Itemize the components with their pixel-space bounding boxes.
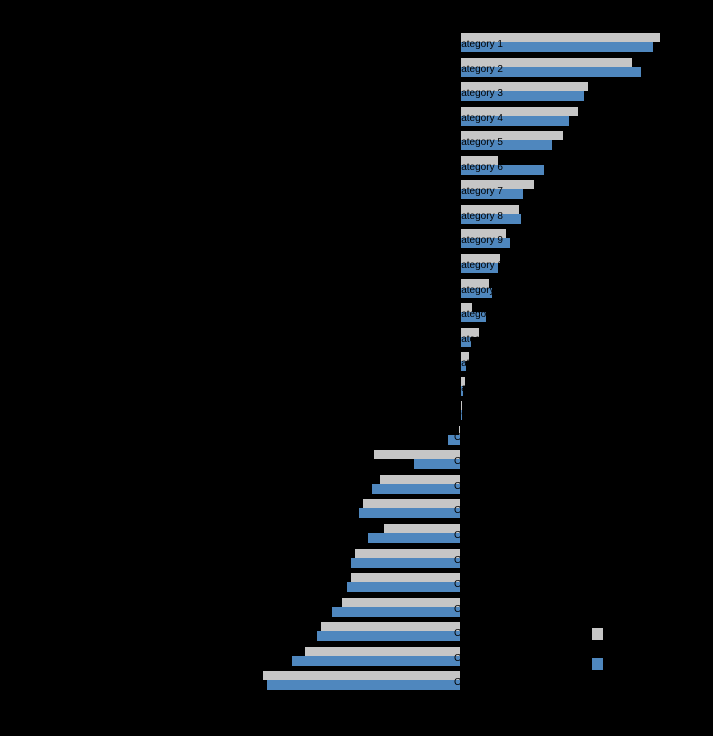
bar-row: Category 16 xyxy=(0,401,713,421)
bar-row: Category 11 xyxy=(0,278,713,298)
bar-series-1 xyxy=(355,548,460,558)
bar-series-2 xyxy=(460,213,521,224)
bar-row: Category 10 xyxy=(0,253,713,273)
bar-series-2 xyxy=(460,262,498,273)
bar-series-2 xyxy=(460,385,464,396)
bar-series-1 xyxy=(460,82,589,92)
bar-series-1 xyxy=(460,253,500,263)
bar-series-2 xyxy=(448,434,460,445)
bar-series-1 xyxy=(460,278,490,288)
bar-series-2 xyxy=(359,508,460,519)
bar-series-1 xyxy=(363,499,460,509)
bar-row: Category 12 xyxy=(0,303,713,323)
bar-row: Category 5 xyxy=(0,131,713,151)
bar-row: Category 22 xyxy=(0,548,713,568)
legend-swatch-icon xyxy=(592,658,603,670)
bar-row: Category 13 xyxy=(0,327,713,347)
bar-row: Category 1 xyxy=(0,33,713,52)
bar-row: Category 2 xyxy=(0,57,713,77)
bar-series-1 xyxy=(460,303,472,313)
bar-series-1 xyxy=(460,327,479,337)
bar-series-2 xyxy=(460,312,487,323)
bar-series-2 xyxy=(350,557,460,568)
bar-series-2 xyxy=(460,336,471,347)
legend-label: Series 2 xyxy=(610,657,647,668)
bar-series-2 xyxy=(460,140,553,151)
bar-series-2 xyxy=(460,91,584,102)
bar-row: Category 25 xyxy=(0,622,713,642)
bar-row: Category 23 xyxy=(0,573,713,593)
bar-series-1 xyxy=(342,597,460,607)
bar-series-2 xyxy=(346,582,460,593)
bar-series-1 xyxy=(460,180,534,190)
bar-series-2 xyxy=(413,459,460,470)
bar-row: Category 15 xyxy=(0,376,713,396)
bar-series-2 xyxy=(266,680,460,691)
bar-series-1 xyxy=(460,106,578,116)
bar-series-1 xyxy=(460,155,498,165)
bar-series-2 xyxy=(331,606,460,617)
bar-series-1 xyxy=(321,622,460,632)
legend-label: Series 1 xyxy=(610,627,647,638)
bar-series-2 xyxy=(460,164,544,175)
bar-series-1 xyxy=(262,671,460,681)
bar-series-1 xyxy=(350,573,460,583)
bar-row: Category 18 xyxy=(0,450,713,470)
bar-series-2 xyxy=(367,533,460,543)
bar-row: Category 6 xyxy=(0,155,713,175)
bar-series-1 xyxy=(460,57,633,67)
bar-series-2 xyxy=(460,287,492,298)
chart-legend: Series 1 Series 2 xyxy=(592,627,710,680)
bar-series-1 xyxy=(380,474,460,484)
bar-row: Category 17 xyxy=(0,425,713,445)
bar-series-1 xyxy=(460,229,507,239)
legend-swatch-icon xyxy=(592,628,603,640)
bar-series-1 xyxy=(460,376,465,386)
bar-row: Category 27 xyxy=(0,671,713,691)
bar-series-1 xyxy=(458,425,460,435)
bar-row: Category 19 xyxy=(0,474,713,494)
bar-series-2 xyxy=(292,655,460,666)
bar-series-1 xyxy=(460,204,519,214)
bar-series-1 xyxy=(304,646,460,656)
bar-series-1 xyxy=(460,131,563,141)
bar-row: Category 4 xyxy=(0,106,713,126)
bar-row: Category 20 xyxy=(0,499,713,519)
bar-series-1 xyxy=(460,33,660,42)
bar-row: Category 9 xyxy=(0,229,713,249)
bar-series-2 xyxy=(371,483,460,494)
bar-series-2 xyxy=(460,66,641,77)
bar-series-1 xyxy=(373,450,460,460)
bar-row: Category 8 xyxy=(0,204,713,224)
bar-series-1 xyxy=(460,352,470,362)
bar-series-2 xyxy=(460,42,654,52)
bar-series-2 xyxy=(460,238,511,249)
bar-series-2 xyxy=(460,410,463,421)
bar-row: Category 24 xyxy=(0,597,713,617)
bar-series-2 xyxy=(317,631,460,642)
bar-row: Category 21 xyxy=(0,524,713,543)
zero-axis-line xyxy=(460,22,461,694)
bar-series-1 xyxy=(384,524,460,533)
bar-row: Category 14 xyxy=(0,352,713,372)
bar-series-2 xyxy=(460,189,523,200)
bar-row: Category 26 xyxy=(0,646,713,666)
bar-series-2 xyxy=(460,361,467,372)
bar-series-2 xyxy=(460,115,570,126)
bar-row: Category 3 xyxy=(0,82,713,102)
bar-row: Category 7 xyxy=(0,180,713,200)
bar-series-1 xyxy=(460,401,463,411)
